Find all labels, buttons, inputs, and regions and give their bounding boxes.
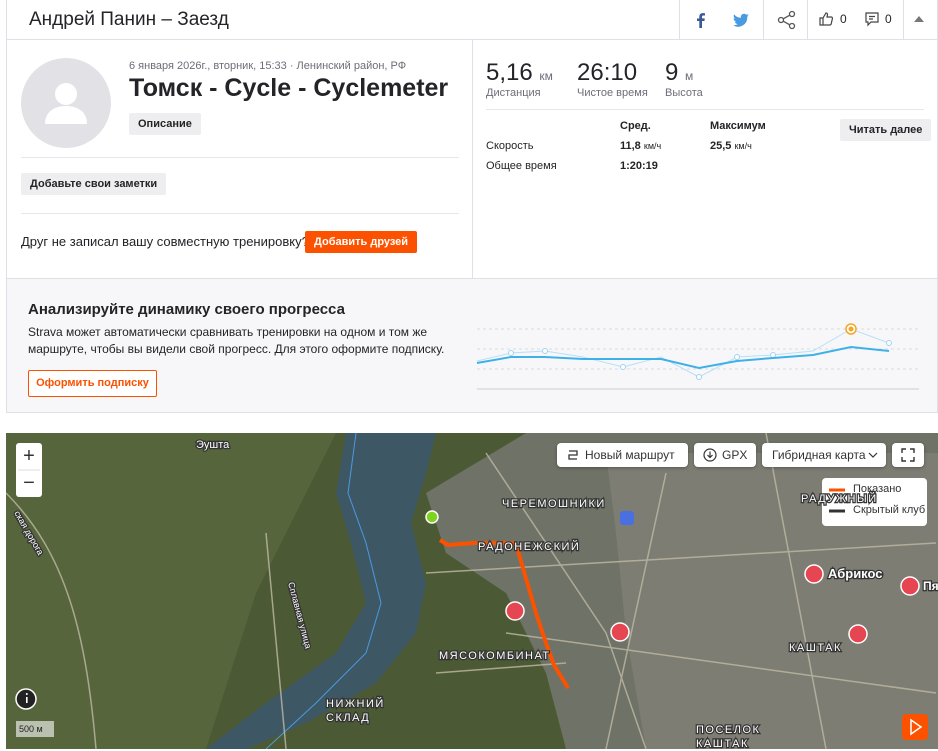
twitter-button[interactable] <box>731 10 751 30</box>
max-speed-value: 25,5 <box>710 140 732 152</box>
upsell-title: Анализируйте динамику своего прогресса <box>28 301 345 318</box>
upsell-banner: Анализируйте динамику своего прогресса S… <box>6 278 938 413</box>
divider <box>21 213 459 214</box>
download-icon <box>703 448 717 462</box>
column-header: Максимум <box>710 120 766 132</box>
description-button[interactable]: Описание <box>129 113 201 135</box>
map[interactable]: Эушта ЧЕРЕМОШНИКИ РАДОНЕЖСКИЙ МЯСОКОМБИНАТ Н… <box>6 433 938 749</box>
row-label: Общее время <box>486 160 557 172</box>
elevation-value: 9 м <box>665 59 693 87</box>
divider <box>807 0 808 39</box>
route-icon <box>568 450 578 460</box>
gpx-label: GPX <box>722 448 748 462</box>
collapse-button[interactable] <box>913 14 925 24</box>
distance-number: 5,16 <box>486 59 533 86</box>
map-label: Пя <box>923 579 938 593</box>
comment-count: 0 <box>885 12 892 26</box>
map-label: ЧЕРЕМОШНИКИ <box>502 498 606 510</box>
route[interactable] <box>438 538 570 690</box>
notes-button[interactable]: Добавьте свои заметки <box>21 173 167 195</box>
legend <box>822 478 927 526</box>
comment-icon[interactable] <box>864 11 880 27</box>
divider <box>763 0 764 39</box>
gpx-button[interactable]: GPX <box>694 443 756 467</box>
activity-name: Томск - Cycle - Cyclemeter <box>129 74 449 102</box>
poi-markers <box>505 511 920 644</box>
read-more-button[interactable]: Читать далее <box>840 119 932 141</box>
zoom-out-button[interactable]: − <box>23 472 35 494</box>
map-label: МЯСОКОМБИНАТ <box>439 650 551 662</box>
map-label: Абрикос <box>828 566 883 581</box>
add-friends-button[interactable]: Добавить друзей <box>305 231 418 253</box>
avg-speed-value: 11,8 <box>620 140 641 152</box>
max-speed-unit: км/ч <box>734 141 752 151</box>
divider <box>679 0 680 39</box>
chevron <box>868 452 878 458</box>
map-label: СКЛАД <box>326 712 370 724</box>
map-label: ПОСЕЛОК <box>696 724 760 736</box>
new-route-button[interactable]: Новый маршрут <box>557 443 688 467</box>
map-label: НИЖНИЙ <box>326 697 385 710</box>
start-marker <box>425 510 439 524</box>
map-label: КАШТАК <box>789 642 842 654</box>
moving-time-label: Чистое время <box>577 87 648 99</box>
max-speed: 25,5 км/ч <box>710 140 752 152</box>
header: Андрей Панин – Заезд 0 0 <box>6 0 938 40</box>
elevation-unit: м <box>685 69 694 83</box>
activity-stats: 5,16 км Дистанция 26:10 Чистое время 9 м… <box>472 40 938 279</box>
subscribe-button[interactable]: Оформить подписку <box>28 370 157 397</box>
elapsed-time: 1:20:19 <box>620 160 658 172</box>
kudos-count: 0 <box>840 12 847 26</box>
avg-speed-unit: км/ч <box>643 141 662 151</box>
fullscreen-button[interactable] <box>892 443 924 467</box>
map-label: РАДОНЕЖСКИЙ <box>478 540 580 553</box>
legend-entry: Скрытый клуб <box>853 504 926 516</box>
moving-time-value: 26:10 <box>577 59 638 86</box>
upsell-text: Strava может автоматически сравнивать тр… <box>28 325 445 356</box>
map-label: КАШТАК <box>696 738 749 749</box>
divider <box>21 157 459 158</box>
distance-unit: км <box>539 69 553 83</box>
play-button[interactable] <box>902 714 928 740</box>
distance-value: 5,16 км <box>486 59 553 87</box>
divider <box>903 0 904 39</box>
progress-illustration <box>476 323 919 390</box>
scale-label: 500 м <box>19 724 43 734</box>
avatar[interactable] <box>21 58 111 148</box>
kudos-icon[interactable] <box>818 11 834 27</box>
fullscreen-icon <box>901 448 915 462</box>
activity-summary: 6 января 2026г., вторник, 15:33 · Ленинс… <box>6 40 473 279</box>
activity-title: Андрей Панин – Заезд <box>29 9 229 30</box>
legend-entry: Показано <box>853 483 902 495</box>
column-header: Сред. <box>620 120 651 132</box>
divider <box>486 109 924 110</box>
map-type-label: Гибридная карта <box>772 448 866 462</box>
map-label: Эушта <box>196 439 230 451</box>
elevation-label: Высота <box>665 87 703 99</box>
distance-label: Дистанция <box>486 87 541 99</box>
scale-bar <box>16 721 54 737</box>
avg-speed: 11,8 км/ч <box>620 140 661 152</box>
map-type-select[interactable]: Гибридная карта <box>762 443 886 467</box>
row-label: Скорость <box>486 140 534 152</box>
friends-prompt: Друг не записал вашу совместную трениров… <box>21 234 309 249</box>
zoom-in-button[interactable]: + <box>23 445 35 467</box>
activity-datetime: 6 января 2026г., вторник, 15:33 · Ленинс… <box>129 60 407 72</box>
share-button[interactable] <box>776 9 798 31</box>
elevation-number: 9 <box>665 59 679 86</box>
map-label: РАДУЖНЫЙ <box>801 492 878 505</box>
facebook-button[interactable] <box>691 10 711 30</box>
new-route-label: Новый маршрут <box>585 448 675 462</box>
